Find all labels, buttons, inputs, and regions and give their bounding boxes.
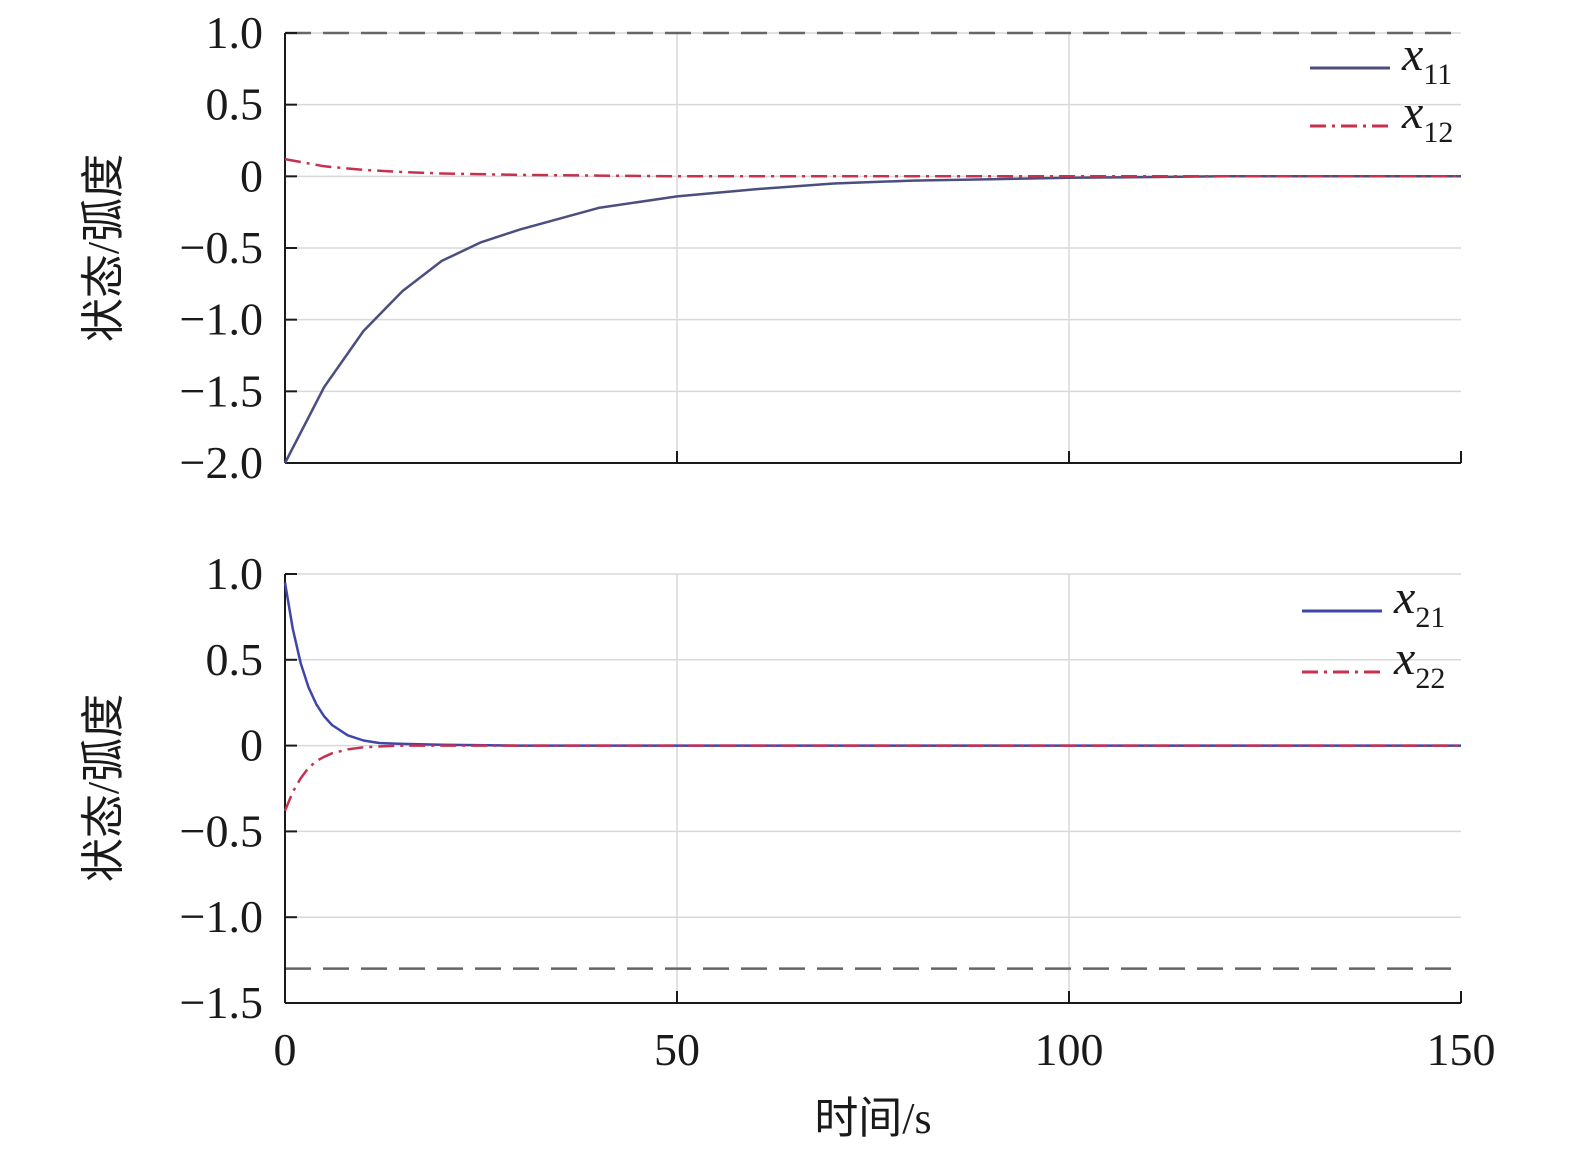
legend-label-x22: x22: [1393, 632, 1445, 695]
y-tick-label: 1.0: [206, 7, 264, 58]
y-tick-label: 0.5: [206, 634, 264, 685]
series-line-x22: [283, 744, 1461, 812]
y-axis-title: 状态/弧度: [79, 694, 128, 882]
x-tick-label: 150: [1427, 1024, 1496, 1075]
bottom-panel: 1.00.50−0.5−1.0−1.50 50 100 150状态/弧度时间/sx21…: [79, 548, 1496, 1143]
y-tick-label: 1.0: [206, 548, 264, 599]
series-line-x11: [283, 175, 1461, 464]
y-tick-label: −0.5: [180, 805, 263, 856]
legend-label-x12: x12: [1401, 86, 1453, 149]
y-tick-label: 0: [240, 720, 263, 771]
series-line-x12: [284, 157, 1461, 178]
legend-label-x11: x11: [1401, 28, 1452, 91]
x-tick-label: 0: [274, 1024, 297, 1075]
series-line-x21: [283, 582, 1461, 747]
y-tick-label: 0.5: [206, 79, 264, 130]
y-tick-label: −2.0: [180, 437, 263, 488]
y-tick-label: −1.5: [180, 977, 263, 1028]
y-tick-label: −0.5: [180, 222, 263, 273]
y-axis-title: 状态/弧度: [79, 154, 128, 342]
y-tick-label: −1.0: [180, 891, 263, 942]
x-tick-label: 100: [1035, 1024, 1104, 1075]
y-tick-label: 0: [240, 150, 263, 201]
legend-label-x21: x21: [1393, 571, 1445, 634]
y-tick-label: −1.5: [180, 365, 263, 416]
x-tick-label: 50: [654, 1024, 700, 1075]
x-axis-title: 时间/s: [814, 1094, 931, 1143]
y-tick-label: −1.0: [180, 294, 263, 345]
